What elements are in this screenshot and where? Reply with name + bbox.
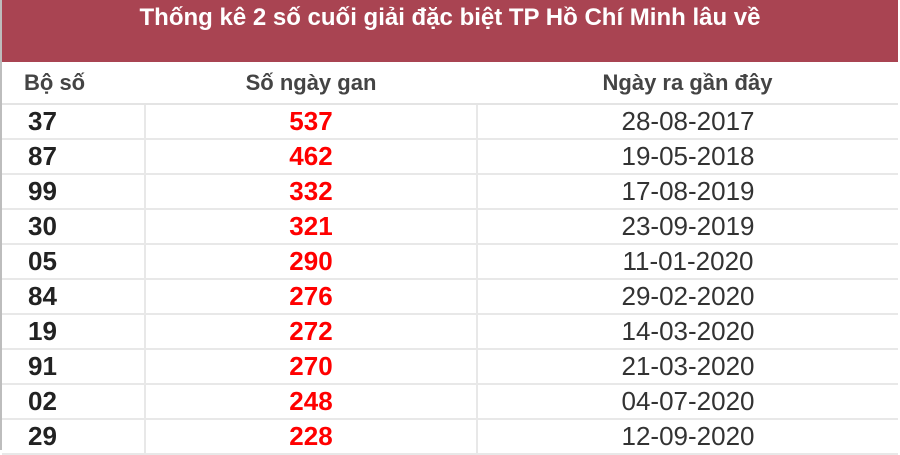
stats-table: Bộ số Số ngày gan Ngày ra gần đây 37 537 2… — [2, 62, 898, 455]
number-cell: 91 — [2, 349, 146, 385]
column-header-date: Ngày ra gần đây — [477, 62, 898, 105]
days-cell: 228 — [145, 419, 478, 455]
days-cell: 290 — [145, 244, 478, 280]
table-row: 05 290 11-01-2020 — [2, 244, 898, 280]
table-row: 30 321 23-09-2019 — [2, 209, 898, 245]
number-cell: 87 — [2, 139, 146, 175]
table-row: 87 462 19-05-2018 — [2, 139, 898, 175]
number-cell: 37 — [2, 104, 146, 140]
date-cell: 21-03-2020 — [477, 349, 898, 385]
date-cell: 12-09-2020 — [477, 419, 898, 455]
date-cell: 29-02-2020 — [477, 279, 898, 315]
column-header-days: Số ngày gan — [145, 62, 477, 105]
table-row: 91 270 21-03-2020 — [2, 349, 898, 385]
days-cell: 462 — [145, 139, 478, 175]
days-cell: 321 — [145, 209, 478, 245]
table-row: 29 228 12-09-2020 — [2, 419, 898, 455]
date-cell: 04-07-2020 — [477, 384, 898, 420]
date-cell: 11-01-2020 — [477, 244, 898, 280]
number-cell: 84 — [2, 279, 146, 315]
date-cell: 19-05-2018 — [477, 139, 898, 175]
table-row: 99 332 17-08-2019 — [2, 174, 898, 210]
days-cell: 248 — [145, 384, 478, 420]
date-cell: 14-03-2020 — [477, 314, 898, 350]
number-cell: 30 — [2, 209, 146, 245]
days-cell: 537 — [145, 104, 478, 140]
number-cell: 05 — [2, 244, 146, 280]
table-row: 02 248 04-07-2020 — [2, 384, 898, 420]
date-cell: 23-09-2019 — [477, 209, 898, 245]
table-row: 37 537 28-08-2017 — [2, 104, 898, 140]
days-cell: 270 — [145, 349, 478, 385]
days-cell: 272 — [145, 314, 478, 350]
table-row: 84 276 29-02-2020 — [2, 279, 898, 315]
days-cell: 276 — [145, 279, 478, 315]
date-cell: 17-08-2019 — [477, 174, 898, 210]
table-row: 19 272 14-03-2020 — [2, 314, 898, 350]
header-row: Bộ số Số ngày gan Ngày ra gần đây — [2, 62, 898, 105]
table-title: Thống kê 2 số cuối giải đặc biệt TP Hồ C… — [2, 0, 898, 62]
number-cell: 19 — [2, 314, 146, 350]
number-cell: 29 — [2, 419, 146, 455]
number-cell: 99 — [2, 174, 146, 210]
column-header-number: Bộ số — [2, 62, 145, 105]
date-cell: 28-08-2017 — [477, 104, 898, 140]
number-cell: 02 — [2, 384, 146, 420]
days-cell: 332 — [145, 174, 478, 210]
